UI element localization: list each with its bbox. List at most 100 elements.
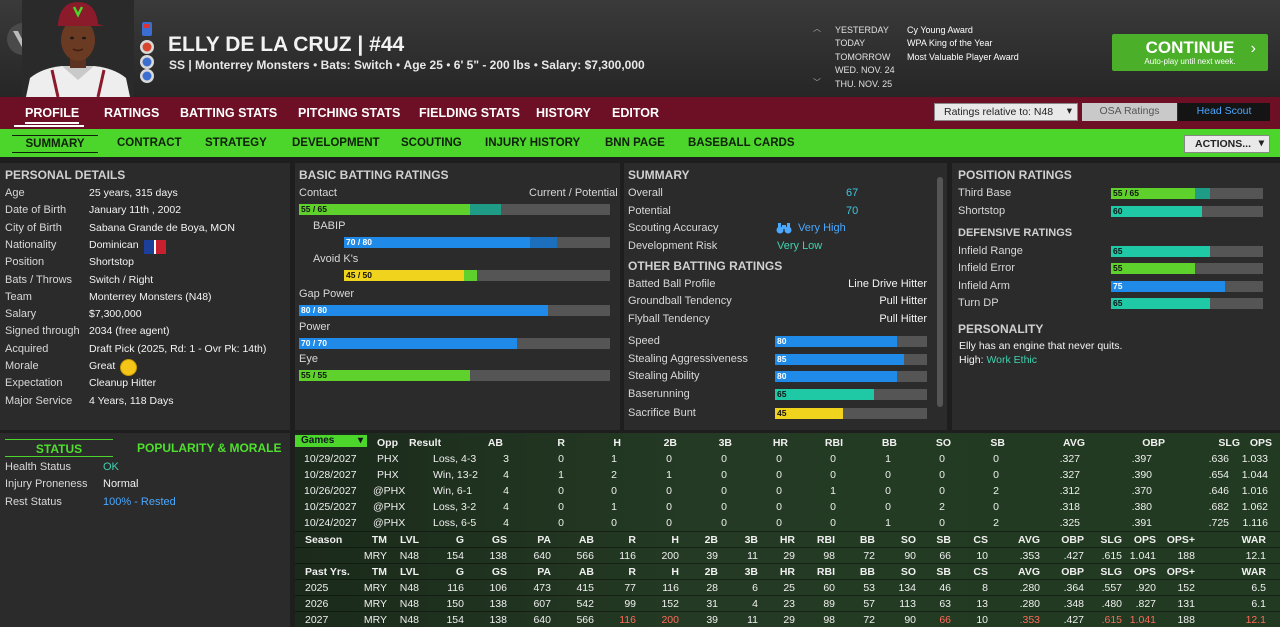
game-cell: 0: [830, 469, 836, 481]
summary-scrollbar[interactable]: [937, 167, 943, 425]
tab-ratings[interactable]: RATINGS: [104, 106, 160, 120]
stat-cell: MRY: [363, 550, 387, 562]
ratings-relative-dropdown[interactable]: Ratings relative to: N48 ▾: [934, 103, 1078, 121]
calendar-row[interactable]: TOMORROW Most Valuable Player Award: [835, 51, 1019, 64]
game-cell: @PHX: [373, 517, 406, 529]
subtab-contract[interactable]: CONTRACT: [117, 137, 182, 149]
calendar-row[interactable]: YESTERDAY Cy Young Award: [835, 24, 1019, 37]
bar-current-fill: [1111, 188, 1195, 199]
popularity-morale-tab[interactable]: POPULARITY & MORALE: [137, 441, 282, 455]
batting-label: Avoid K's: [313, 253, 359, 265]
subtab-injury-history[interactable]: INJURY HISTORY: [485, 137, 581, 149]
stat-cell: WAR: [1241, 566, 1267, 578]
stat-cell: 473: [533, 582, 551, 594]
tab-editor[interactable]: EDITOR: [612, 106, 659, 120]
games-select[interactable]: Games ▾: [295, 435, 367, 447]
osa-ratings-button[interactable]: OSA Ratings: [1082, 103, 1177, 121]
stat-cell: .827: [1135, 598, 1156, 610]
tab-pitching-stats[interactable]: PITCHING STATS: [298, 106, 401, 120]
stat-cell: AB: [578, 534, 594, 546]
player-salary: Salary: $7,300,000: [541, 58, 645, 72]
stat-cell: OBP: [1061, 566, 1084, 578]
game-cell: 1.116: [1242, 517, 1269, 529]
game-cell: 0: [721, 501, 727, 513]
calendar-row[interactable]: TODAY WPA King of the Year: [835, 37, 1019, 50]
detail-label: Acquired: [5, 342, 49, 355]
column-header: SB: [990, 437, 1005, 449]
subtab-bnn-page[interactable]: BNN PAGE: [605, 137, 665, 149]
tab-history[interactable]: HISTORY: [536, 106, 591, 120]
bar-current-fill: [299, 305, 548, 316]
defense-rating-bar: 75: [1111, 280, 1263, 292]
stat-cell: TM: [371, 534, 387, 546]
game-cell: 1.044: [1241, 469, 1268, 481]
dominican-flag-icon: [144, 239, 166, 254]
head-scout-button[interactable]: Head Scout: [1178, 103, 1270, 121]
column-header: RBI: [824, 437, 843, 449]
subtab-baseball-cards[interactable]: BASEBALL CARDS: [688, 137, 795, 149]
detail-value: $7,300,000: [89, 308, 142, 321]
stat-cell: 66: [939, 550, 951, 562]
calendar-up-icon[interactable]: ︿: [813, 24, 821, 33]
stat-cell: 98: [823, 550, 835, 562]
stat-cell: 98: [823, 614, 835, 626]
stat-cell: 72: [863, 614, 875, 626]
profile-label: Batted Ball Profile: [628, 278, 716, 290]
scrollbar-thumb[interactable]: [937, 177, 943, 407]
column-header: HR: [772, 437, 788, 449]
game-cell: 0: [776, 453, 782, 465]
stat-cell: 12.1: [1245, 550, 1266, 562]
stat-cell: 154: [446, 614, 464, 626]
column-header: Result: [409, 437, 442, 449]
calendar-row[interactable]: THU. NOV. 25: [835, 78, 1019, 91]
position-ratings-panel: POSITION RATINGS Third Base 55 / 65 Shorts…: [952, 163, 1280, 430]
bar-current-fill: [775, 336, 897, 347]
tab-batting-stats[interactable]: BATTING STATS: [180, 106, 278, 120]
detail-label: Age: [5, 187, 25, 199]
continue-button[interactable]: CONTINUE Auto-play until next week. ›: [1112, 34, 1268, 71]
detail-value: 4 Years, 118 Days: [89, 394, 174, 407]
player-bats: Bats: Switch: [320, 58, 393, 72]
stat-cell: 200: [661, 614, 679, 626]
tab-profile[interactable]: PROFILE: [25, 106, 80, 124]
game-cell: 4: [503, 485, 509, 497]
bar-value: 80: [777, 336, 787, 346]
stat-cell: 566: [576, 550, 594, 562]
running-label: Stealing Aggressiveness: [628, 353, 748, 365]
game-cell: PHX: [377, 453, 399, 465]
bar-value: 60: [1113, 205, 1123, 216]
game-cell: 0: [885, 485, 891, 497]
stat-cell: 3B: [744, 534, 758, 546]
detail-value: January 11th , 2002: [89, 204, 182, 217]
status-panel: STATUS POPULARITY & MORALE Health Status…: [0, 433, 290, 627]
stat-cell: RBI: [816, 534, 835, 546]
bar-value: 45: [777, 408, 787, 418]
column-header: 2B: [663, 437, 677, 449]
subtab-strategy[interactable]: STRATEGY: [205, 137, 267, 149]
stat-cell: WAR: [1241, 534, 1267, 546]
calendar-row[interactable]: WED. NOV. 24: [835, 64, 1019, 77]
stat-cell: PA: [537, 534, 551, 546]
stat-cell: SB: [936, 534, 951, 546]
status-tab[interactable]: STATUS: [5, 439, 113, 457]
other-batting-title: OTHER BATTING RATINGS: [628, 259, 783, 273]
player-position-team: SS | Monterrey Monsters: [169, 58, 310, 72]
subtab-scouting[interactable]: SCOUTING: [401, 137, 462, 149]
detail-label: Morale: [5, 360, 39, 372]
info-dot: •: [313, 58, 318, 72]
continue-sublabel: Auto-play until next week.: [1144, 57, 1236, 66]
bar-current-fill: [1111, 280, 1225, 292]
player-portrait: [22, 0, 134, 97]
game-cell: Loss, 3-2: [433, 501, 477, 513]
game-cell: 0: [993, 501, 999, 513]
stat-cell: 154: [446, 550, 464, 562]
subtab-summary[interactable]: SUMMARY: [12, 135, 98, 153]
stat-cell: 90: [904, 550, 916, 562]
stat-cell: .427: [1063, 550, 1084, 562]
calendar-down-icon[interactable]: ﹀: [813, 78, 821, 87]
subtab-development[interactable]: DEVELOPMENT: [292, 137, 380, 149]
actions-dropdown[interactable]: ACTIONS... ▾: [1184, 135, 1270, 153]
running-label: Stealing Ability: [628, 370, 700, 382]
scouting-accuracy-value: Very High: [798, 222, 846, 234]
tab-fielding-stats[interactable]: FIELDING STATS: [419, 106, 520, 120]
